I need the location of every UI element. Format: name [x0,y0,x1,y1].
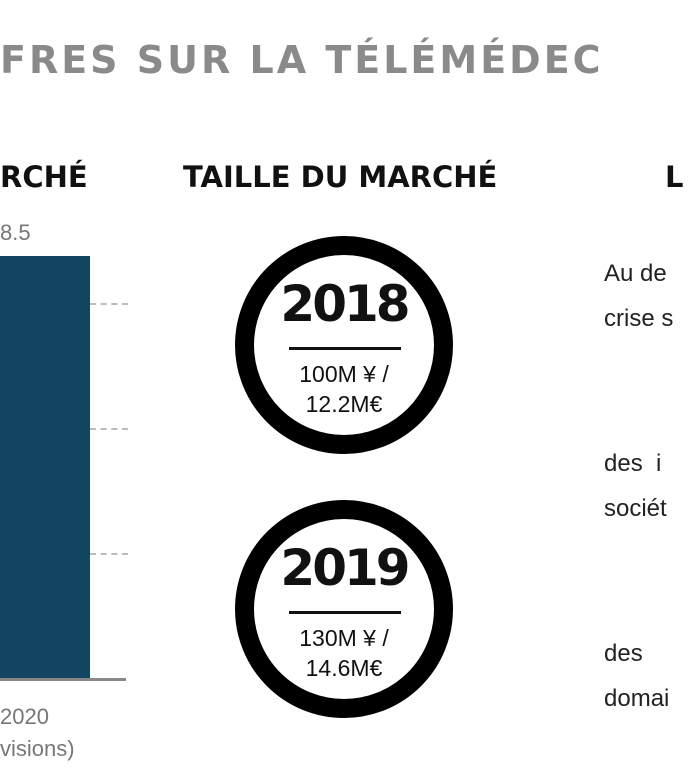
gridline [90,553,128,555]
chart-bar-2020 [0,256,90,680]
gridline [90,303,128,305]
page-title: FRES SUR LA TÉLÉMÉDEC [0,38,604,82]
amount-line1: 130M ¥ / [299,625,389,651]
left-column-header: RCHÉ [0,160,88,194]
divider [289,347,401,350]
divider [289,611,401,614]
paragraph-line: domai [604,685,670,712]
paragraph-line: Au de [604,260,667,287]
paragraph-line: des i [604,450,662,477]
paragraph-line: des [604,640,643,667]
year-label: 2018 [280,275,410,333]
bar-value-label: 8.5 [0,220,31,245]
year-label: 2019 [280,539,410,597]
amount-line2: 14.6M€ [305,655,383,681]
paragraph-line: crise s [604,305,674,332]
x-axis-label: 2020 [0,704,49,729]
middle-column-header: TAILLE DU MARCHÉ [183,160,498,194]
paragraph-line: sociét [604,495,667,522]
amount-line2: 12.2M€ [305,391,383,417]
x-axis [0,678,126,681]
year-circle-2018: 2018 100M ¥ / 12.2M€ [235,236,453,454]
right-column-header: L [665,160,684,194]
year-circle-2019: 2019 130M ¥ / 14.6M€ [235,500,453,718]
amount-line1: 100M ¥ / [299,361,389,387]
gridline [90,428,128,430]
x-axis-sublabel: visions) [0,736,75,761]
